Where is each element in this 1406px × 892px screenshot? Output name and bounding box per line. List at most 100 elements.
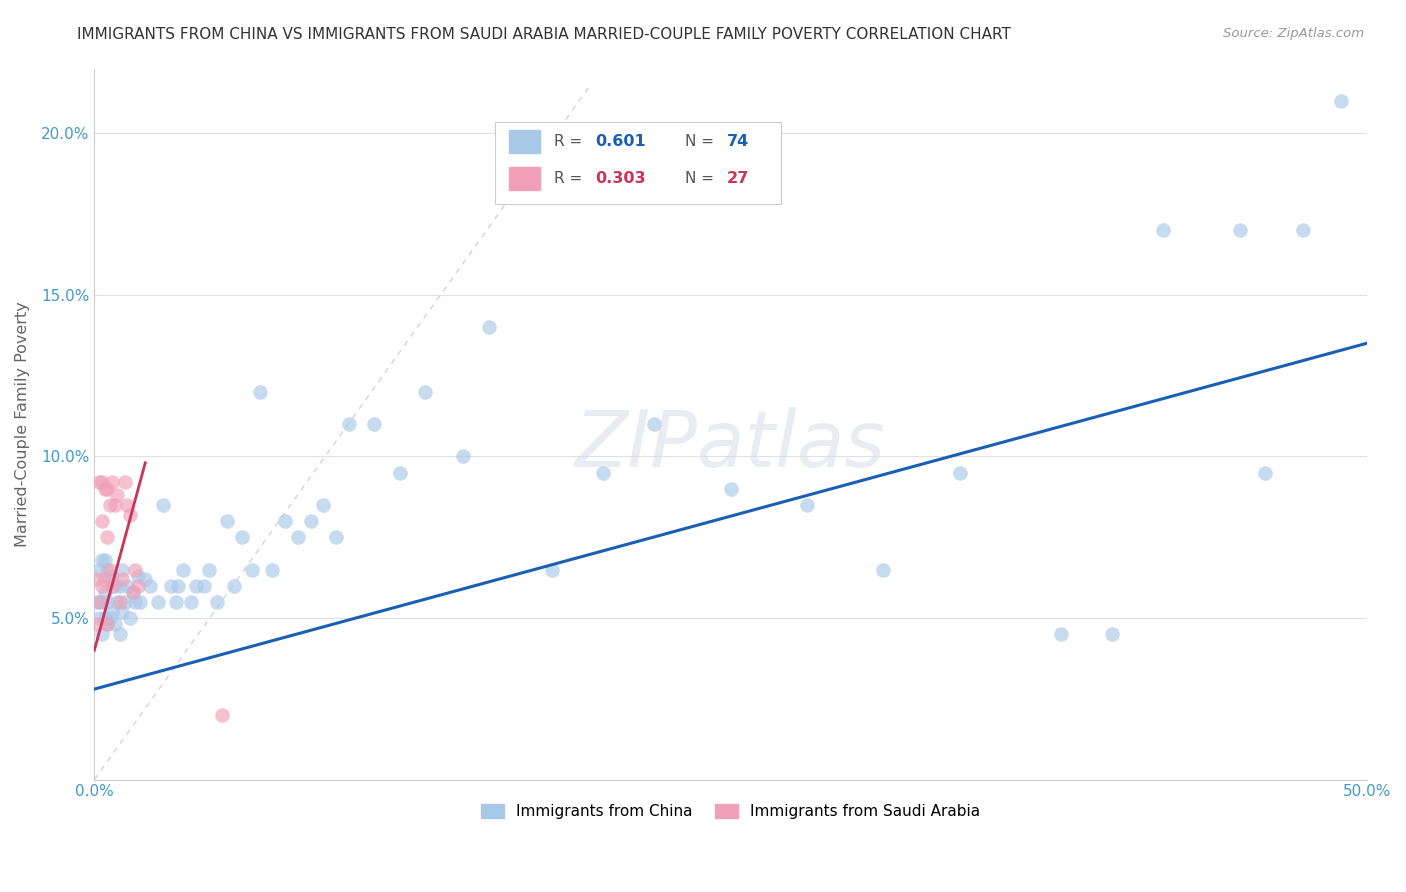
Point xyxy=(949,466,972,480)
Text: ZIPatlas: ZIPatlas xyxy=(575,408,886,483)
Point xyxy=(104,498,127,512)
Legend: Immigrants from China, Immigrants from Saudi Arabia: Immigrants from China, Immigrants from S… xyxy=(475,798,987,825)
FancyBboxPatch shape xyxy=(509,168,540,190)
Point xyxy=(1254,466,1277,480)
Text: R =: R = xyxy=(554,171,586,186)
Point xyxy=(91,627,114,641)
Point xyxy=(872,562,894,576)
Point xyxy=(108,579,131,593)
Point xyxy=(643,417,665,431)
Point xyxy=(159,579,181,593)
FancyBboxPatch shape xyxy=(509,130,540,153)
Point xyxy=(93,553,115,567)
Point xyxy=(129,595,152,609)
Point xyxy=(86,595,108,609)
Point xyxy=(96,617,118,632)
Point xyxy=(96,595,118,609)
Point xyxy=(478,320,501,334)
Point xyxy=(114,475,136,490)
Point xyxy=(104,617,127,632)
Point xyxy=(86,572,108,586)
Point xyxy=(91,579,114,593)
Point xyxy=(98,498,121,512)
Text: R =: R = xyxy=(554,135,586,149)
Point xyxy=(388,466,411,480)
Point xyxy=(118,611,141,625)
Point xyxy=(325,530,347,544)
Text: 0.601: 0.601 xyxy=(596,135,647,149)
Point xyxy=(165,595,187,609)
Point xyxy=(299,514,322,528)
Point xyxy=(198,562,221,576)
Point xyxy=(96,530,118,544)
Text: Source: ZipAtlas.com: Source: ZipAtlas.com xyxy=(1223,27,1364,40)
Point xyxy=(108,595,131,609)
Point xyxy=(114,595,136,609)
Point xyxy=(146,595,169,609)
Point xyxy=(127,579,149,593)
Point xyxy=(240,562,263,576)
Point xyxy=(98,611,121,625)
Point xyxy=(93,611,115,625)
Point xyxy=(413,384,436,399)
Point xyxy=(231,530,253,544)
Point xyxy=(211,708,233,723)
Point xyxy=(93,572,115,586)
FancyBboxPatch shape xyxy=(495,122,782,203)
Point xyxy=(98,562,121,576)
Point xyxy=(167,579,190,593)
Point xyxy=(224,579,246,593)
Point xyxy=(262,562,284,576)
Text: 0.303: 0.303 xyxy=(596,171,647,186)
Point xyxy=(111,605,134,619)
Point xyxy=(108,627,131,641)
Point xyxy=(1050,627,1073,641)
Point xyxy=(337,417,360,431)
Point xyxy=(121,585,143,599)
Point xyxy=(101,579,124,593)
Point xyxy=(193,579,215,593)
Point xyxy=(111,572,134,586)
Point xyxy=(124,595,146,609)
Point xyxy=(592,466,614,480)
Point xyxy=(91,553,114,567)
Point xyxy=(101,569,124,583)
Point xyxy=(180,595,202,609)
Point xyxy=(1229,223,1251,237)
Point xyxy=(118,508,141,522)
Text: N =: N = xyxy=(685,171,718,186)
Point xyxy=(215,514,238,528)
Point xyxy=(139,579,162,593)
Point xyxy=(249,384,271,399)
Point xyxy=(127,569,149,583)
Point xyxy=(96,617,118,632)
Point xyxy=(96,562,118,576)
Point xyxy=(1152,223,1174,237)
Point xyxy=(274,514,297,528)
Point xyxy=(186,579,208,593)
Point xyxy=(152,498,174,512)
Y-axis label: Married-Couple Family Poverty: Married-Couple Family Poverty xyxy=(15,301,30,547)
Point xyxy=(89,611,111,625)
Point xyxy=(453,450,475,464)
Point xyxy=(86,617,108,632)
Point xyxy=(91,514,114,528)
Point xyxy=(1101,627,1123,641)
Point xyxy=(121,585,143,599)
Point xyxy=(91,475,114,490)
Point xyxy=(91,595,114,609)
Text: 74: 74 xyxy=(727,135,749,149)
Point xyxy=(720,482,742,496)
Point xyxy=(796,498,818,512)
Point xyxy=(124,562,146,576)
Point xyxy=(541,562,564,576)
Point xyxy=(172,562,194,576)
Point xyxy=(104,579,127,593)
Point xyxy=(93,482,115,496)
Point xyxy=(312,498,335,512)
Text: IMMIGRANTS FROM CHINA VS IMMIGRANTS FROM SAUDI ARABIA MARRIED-COUPLE FAMILY POVE: IMMIGRANTS FROM CHINA VS IMMIGRANTS FROM… xyxy=(77,27,1011,42)
Point xyxy=(111,562,134,576)
Text: 27: 27 xyxy=(727,171,749,186)
Point xyxy=(98,572,121,586)
Point xyxy=(96,482,118,496)
